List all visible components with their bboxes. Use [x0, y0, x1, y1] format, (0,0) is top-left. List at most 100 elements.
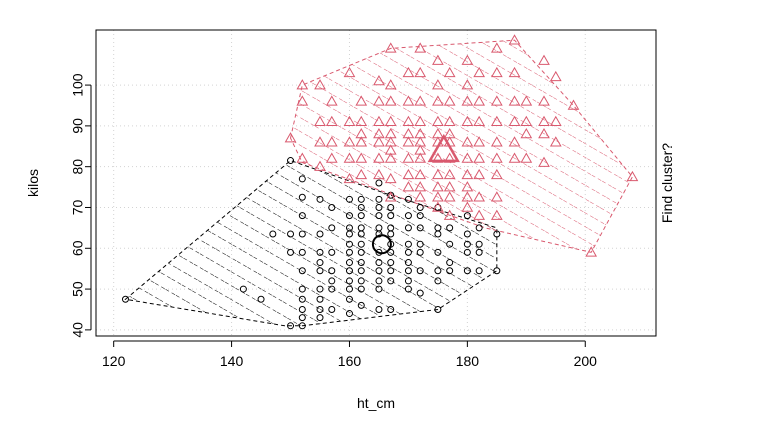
cluster-2-point [432, 152, 444, 163]
cluster-1-point [298, 314, 306, 322]
plot-frame [95, 29, 657, 337]
cluster-2-point [343, 115, 356, 127]
cluster-2-point [443, 115, 456, 127]
cluster-2-point [461, 54, 474, 65]
cluster-2-point [549, 115, 562, 127]
cluster-1-point [416, 224, 424, 232]
cluster-2-point [490, 168, 503, 180]
cluster-2-point [373, 152, 385, 163]
cluster-1-point [404, 259, 412, 267]
y-tick-label: 60 [70, 240, 86, 256]
cluster-2-point [373, 168, 385, 180]
cluster-1-point [357, 203, 365, 211]
cluster-2-point [314, 160, 326, 171]
cluster-1-point [316, 285, 324, 293]
cluster-1-point [375, 195, 383, 203]
cluster-1-point [434, 248, 442, 256]
cluster-1-point [416, 212, 424, 220]
cluster-1-point [328, 248, 336, 256]
cluster-1-point [357, 248, 365, 256]
cluster-2-point [443, 168, 456, 180]
cluster-1-point [298, 248, 306, 256]
cluster-1-point [375, 277, 383, 285]
cluster-1-point [387, 277, 395, 285]
cluster-2-point [461, 191, 474, 202]
cluster-1-point [345, 295, 353, 303]
cluster-2-point [473, 115, 486, 127]
cluster-2-point [414, 152, 427, 163]
cluster-2-point [473, 66, 486, 78]
cluster-1-point [121, 295, 129, 303]
cluster-1-point [345, 310, 353, 318]
cluster-1-point [298, 230, 306, 238]
cluster-2-point [473, 95, 486, 106]
cluster-centroids [371, 133, 460, 255]
cluster-1-point [316, 314, 324, 322]
y-tick-label: 50 [70, 281, 86, 297]
cluster-2-point [296, 79, 309, 90]
y-tick-label: 80 [70, 159, 86, 175]
cluster-2-point [520, 115, 533, 127]
cluster-1-point [357, 285, 365, 293]
cluster-2-point [443, 191, 456, 202]
cluster-2-point [549, 70, 562, 82]
cluster-1-point [387, 267, 395, 275]
cluster-2-point [508, 66, 521, 78]
cluster-1-point [463, 230, 471, 238]
cluster-1-point [375, 305, 383, 313]
cluster-1-point [287, 230, 295, 238]
cluster-1-point [316, 259, 324, 267]
cluster-1-point [387, 203, 395, 211]
cluster-2-point [384, 172, 397, 184]
cluster-1-point [387, 248, 395, 256]
cluster-2-point [414, 115, 427, 127]
cluster-1-point [316, 267, 324, 275]
cluster-1-point [298, 267, 306, 275]
cluster-1-point [416, 248, 424, 256]
cluster-2-point [325, 115, 338, 127]
cluster-2-point [384, 95, 397, 106]
cluster-2-point [549, 136, 562, 147]
cluster-hulls [124, 39, 634, 327]
x-tick-label: 160 [338, 353, 362, 369]
cluster-1-point [316, 305, 324, 313]
cluster-2-point [432, 79, 444, 90]
cluster-2-point [432, 201, 444, 212]
cluster-2-point [520, 152, 533, 163]
cluster-2-point [325, 152, 338, 163]
cluster-1-point [463, 248, 471, 256]
cluster-2-point [490, 152, 503, 163]
axes: 120 140 160 180 200 40 50 60 70 80 90 100 [70, 73, 597, 369]
cluster-2-point [461, 95, 474, 106]
cluster-1-point [269, 230, 277, 238]
cluster-1-point [328, 285, 336, 293]
cluster-1-point [375, 230, 383, 238]
cluster-2-point [508, 115, 521, 127]
y-tick-label: 100 [70, 73, 86, 97]
cluster-2-point [443, 66, 456, 78]
cluster-1-centroid [371, 234, 392, 255]
cluster-2-point [432, 181, 444, 192]
cluster-1-point [375, 203, 383, 211]
cluster-1-point [345, 259, 353, 267]
y-tick-label: 70 [70, 199, 86, 215]
cluster-2-point [384, 152, 397, 163]
cluster-1-point [387, 305, 395, 313]
cluster-2-point [373, 95, 385, 106]
cluster-1-point [345, 248, 353, 256]
cluster-1-point [287, 248, 295, 256]
cluster-1-point [328, 305, 336, 313]
cluster-2-point [402, 168, 415, 180]
cluster-1-point [298, 212, 306, 220]
cluster-2-point [443, 95, 456, 106]
cluster-2-point [490, 66, 503, 78]
cluster-1-point [434, 305, 442, 313]
cluster-2-point [384, 79, 397, 90]
cluster-2-point [626, 170, 639, 182]
cluster-2-point [414, 42, 427, 53]
cluster-2-point [432, 191, 444, 202]
cluster-2-point [414, 181, 427, 192]
cluster-1-point [416, 289, 424, 297]
cluster-1-point [416, 267, 424, 275]
cluster-2-point [402, 181, 415, 192]
